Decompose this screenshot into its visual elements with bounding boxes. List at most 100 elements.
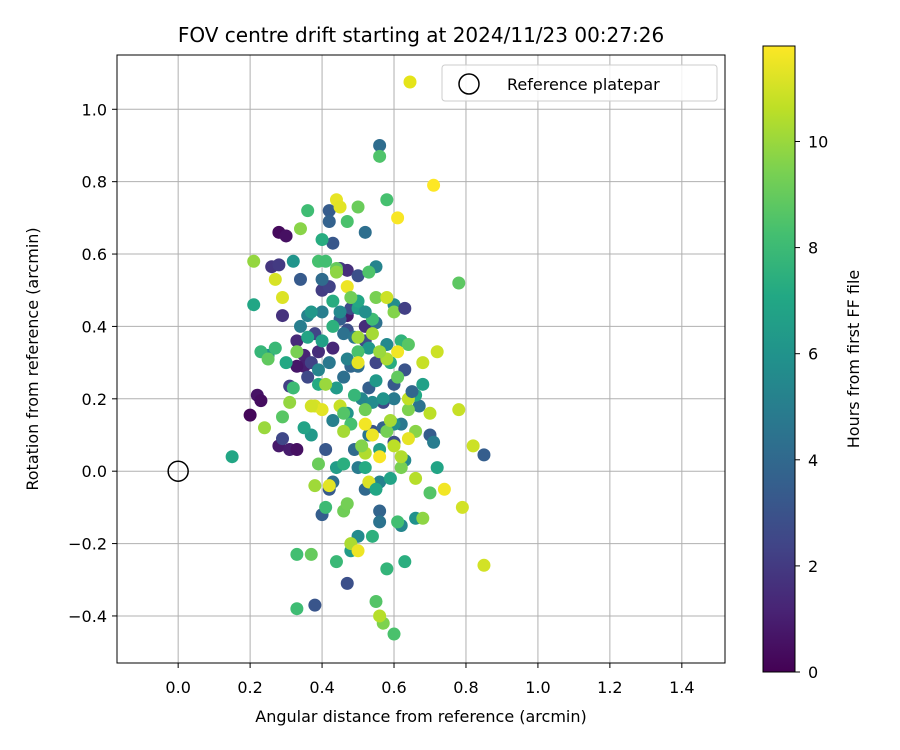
x-axis-label: Angular distance from reference (arcmin) bbox=[255, 707, 586, 726]
colorbar-tick-label: 0 bbox=[808, 663, 818, 682]
scatter-point bbox=[423, 406, 437, 420]
scatter-point bbox=[337, 327, 351, 341]
scatter-point bbox=[275, 309, 289, 323]
scatter-point bbox=[308, 479, 322, 493]
y-tick-label: 0.2 bbox=[82, 390, 107, 409]
scatter-point bbox=[340, 214, 354, 228]
colorbar-gradient bbox=[762, 45, 796, 673]
scatter-point bbox=[301, 330, 315, 344]
scatter-point bbox=[337, 370, 351, 384]
scatter-point bbox=[258, 421, 272, 435]
scatter-point bbox=[268, 272, 282, 286]
legend-box bbox=[441, 64, 718, 102]
scatter-point bbox=[405, 385, 419, 399]
scatter-point bbox=[290, 602, 304, 616]
scatter-point bbox=[322, 214, 336, 228]
scatter-point bbox=[275, 432, 289, 446]
scatter-point bbox=[247, 298, 261, 312]
scatter-point bbox=[369, 290, 383, 304]
scatter-point bbox=[333, 305, 347, 319]
scatter-point bbox=[365, 327, 379, 341]
scatter-point bbox=[373, 345, 387, 359]
scatter-point bbox=[225, 450, 239, 464]
scatter-point bbox=[304, 399, 318, 413]
scatter-point bbox=[387, 439, 401, 453]
y-tick-label: 0.0 bbox=[82, 462, 107, 481]
scatter-point bbox=[340, 280, 354, 294]
scatter-point bbox=[398, 301, 412, 315]
colorbar-tick-label: 4 bbox=[808, 451, 818, 470]
scatter-point bbox=[290, 359, 304, 373]
scatter-point bbox=[290, 547, 304, 561]
scatter-point bbox=[311, 363, 325, 377]
scatter-point bbox=[272, 258, 286, 272]
scatter-point bbox=[315, 403, 329, 417]
scatter-point bbox=[297, 421, 311, 435]
scatter-point bbox=[254, 394, 268, 408]
scatter-point bbox=[369, 374, 383, 388]
scatter-point bbox=[322, 204, 336, 218]
scatter-point bbox=[401, 403, 415, 417]
scatter-point bbox=[322, 479, 336, 493]
scatter-point bbox=[293, 222, 307, 236]
scatter-point bbox=[416, 377, 430, 391]
scatter-point bbox=[337, 457, 351, 471]
scatter-point bbox=[409, 471, 423, 485]
scatter-point bbox=[380, 290, 394, 304]
scatter-point bbox=[293, 319, 307, 333]
scatter-point bbox=[362, 265, 376, 279]
scatter-point bbox=[394, 461, 408, 475]
scatter-point bbox=[351, 544, 365, 558]
scatter-point bbox=[380, 562, 394, 576]
scatter-point bbox=[391, 211, 405, 225]
scatter-point bbox=[351, 345, 365, 359]
scatter-point bbox=[329, 265, 343, 279]
scatter-point bbox=[275, 410, 289, 424]
scatter-point bbox=[401, 338, 415, 352]
scatter-point bbox=[322, 356, 336, 370]
colorbar-tick-label: 2 bbox=[808, 557, 818, 576]
data-points bbox=[225, 138, 491, 641]
colorbar-tick-label: 6 bbox=[808, 345, 818, 364]
scatter-point bbox=[268, 341, 282, 355]
scatter-point bbox=[283, 395, 297, 409]
scatter-point bbox=[329, 381, 343, 395]
scatter-point bbox=[315, 334, 329, 348]
scatter-point bbox=[311, 345, 325, 359]
scatter-point bbox=[340, 263, 354, 277]
scatter-point bbox=[319, 442, 333, 456]
scatter-point bbox=[290, 442, 304, 456]
scatter-point bbox=[427, 178, 441, 192]
scatter-point bbox=[290, 334, 304, 348]
scatter-point bbox=[373, 149, 387, 163]
x-axis-ticks: 0.0 0.2 0.4 0.6 0.8 1.0 1.2 1.4 bbox=[165, 663, 695, 697]
scatter-point bbox=[355, 439, 369, 453]
y-axis-label: Rotation from reference (arcmin) bbox=[23, 227, 42, 490]
scatter-point bbox=[398, 555, 412, 569]
scatter-point bbox=[337, 424, 351, 438]
scatter-point bbox=[430, 461, 444, 475]
scatter-point bbox=[308, 598, 322, 612]
scatter-point bbox=[369, 356, 383, 370]
scatter-point bbox=[286, 254, 300, 268]
scatter-point bbox=[430, 345, 444, 359]
scatter-point bbox=[358, 305, 372, 319]
colorbar-tick-label: 8 bbox=[808, 239, 818, 258]
scatter-point bbox=[279, 229, 293, 243]
scatter-point bbox=[319, 254, 333, 268]
scatter-point bbox=[279, 356, 293, 370]
colorbar-label: Hours from first FF file bbox=[844, 270, 863, 449]
scatter-point bbox=[326, 341, 340, 355]
scatter-point bbox=[344, 290, 358, 304]
legend-scatter-marker bbox=[403, 75, 417, 89]
scatter-point bbox=[340, 352, 354, 366]
scatter-point bbox=[326, 414, 340, 428]
scatter-point bbox=[380, 193, 394, 207]
scatter-point bbox=[358, 403, 372, 417]
scatter-point bbox=[365, 529, 379, 543]
grid-lines bbox=[117, 55, 725, 663]
colorbar-tick-label: 10 bbox=[808, 132, 828, 151]
scatter-point bbox=[477, 558, 491, 572]
y-axis-ticks: −0.4 −0.2 0.0 0.2 0.4 0.6 0.8 1.0 bbox=[68, 100, 117, 626]
scatter-point bbox=[304, 547, 318, 561]
